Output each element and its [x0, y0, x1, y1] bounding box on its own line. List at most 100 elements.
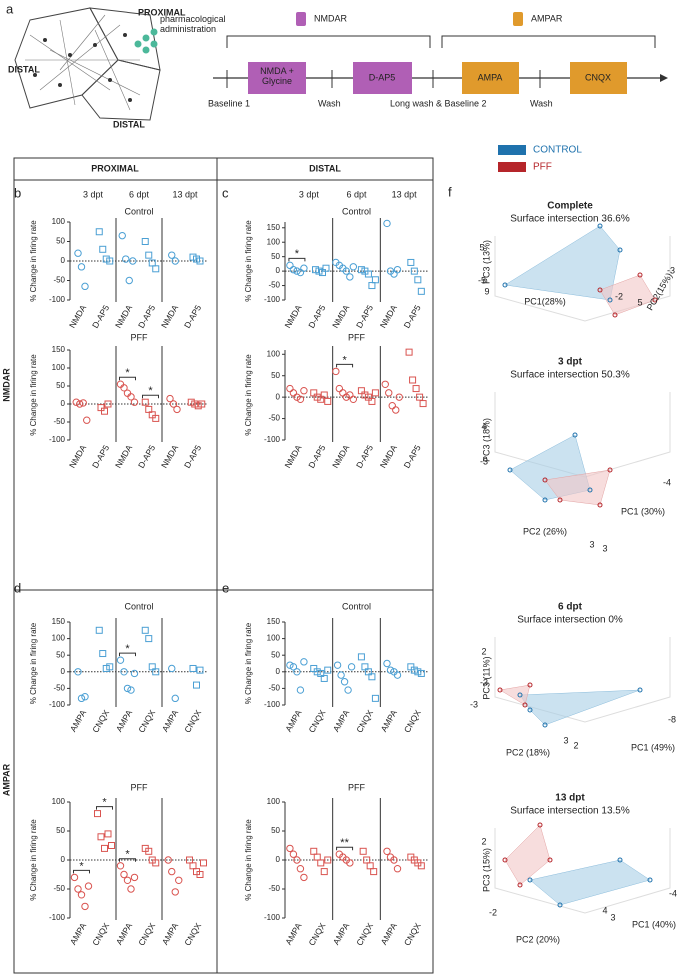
x-tick-label: NMDA: [159, 443, 180, 470]
data-point: [81, 693, 89, 701]
data-point: [317, 859, 325, 867]
data-point: [324, 397, 332, 405]
data-point: [289, 850, 298, 858]
data-point: [300, 264, 308, 272]
data-point: [72, 398, 80, 406]
x-tick-label: AMPA: [283, 708, 304, 734]
control-point: [607, 297, 613, 303]
tick-label: -4: [669, 888, 677, 898]
data-point: [410, 267, 418, 275]
data-point: [320, 674, 328, 682]
data-point: [371, 694, 379, 702]
x-tick-label: CNQX: [136, 708, 157, 735]
panel-letter: b: [14, 185, 21, 200]
y-tick-label: 0: [61, 667, 66, 676]
x-tick-label: CNQX: [90, 708, 111, 735]
drug-box: [353, 62, 412, 94]
y-tick-label: -100: [49, 913, 66, 922]
row-header: AMPAR: [1, 763, 11, 796]
y-tick-label: -50: [268, 281, 280, 290]
data-point: [347, 663, 356, 671]
phase-label: Long wash & Baseline 2: [390, 98, 487, 108]
y-tick-label: -100: [49, 295, 66, 304]
data-point: [130, 669, 139, 678]
data-point: [196, 257, 204, 265]
data-point: [104, 830, 112, 838]
data-point: [359, 847, 367, 855]
data-point: [70, 873, 79, 882]
receptor-label: NMDAR: [314, 13, 347, 23]
drug-text: NMDA + Glycine: [260, 66, 294, 86]
chart-title: PFF: [131, 782, 149, 792]
x-tick-label: NMDA: [330, 303, 351, 330]
control-point: [637, 687, 643, 693]
x-tick-label: D-AP5: [306, 303, 327, 330]
y-axis-label: % Change in firing rate: [244, 622, 253, 704]
pff-point: [597, 502, 603, 508]
panel-letter: e: [222, 580, 229, 595]
data-point: [166, 394, 174, 403]
data-point: [99, 650, 107, 658]
chart-title: Control: [124, 206, 153, 216]
region-label: DISTAL: [113, 119, 145, 129]
data-point: [393, 865, 402, 873]
y-axis-label: % Change in firing rate: [244, 354, 253, 436]
y-tick-label: -50: [268, 414, 280, 423]
data-point: [381, 380, 389, 388]
drug-label: NMDA + Glycine: [260, 66, 294, 86]
note-text: pharmacological administration: [160, 14, 226, 34]
pff-point: [517, 882, 523, 888]
x-tick-label: AMPA: [379, 921, 400, 947]
y-tick-label: -50: [53, 417, 65, 426]
ampar-icon: [513, 12, 523, 26]
axis-label: PC3 (13%): [481, 240, 491, 284]
pff-point: [547, 857, 553, 863]
x-tick-label: AMPA: [68, 708, 89, 734]
data-point: [95, 626, 103, 634]
plot-title: 13 dpt: [555, 793, 585, 804]
data-point: [332, 367, 340, 376]
data-point: [120, 384, 128, 392]
data-point: [346, 273, 354, 281]
data-point: [370, 868, 378, 876]
x-tick-label: AMPA: [283, 921, 304, 947]
timeline-arrow: [660, 74, 668, 82]
drug-box: [248, 62, 306, 94]
x-tick-label: CNQX: [182, 921, 203, 948]
data-point: [293, 668, 301, 676]
control-point: [597, 223, 603, 229]
dpt-label: 13 dpt: [392, 189, 418, 199]
tick-label: -3: [667, 265, 675, 275]
data-point: [313, 853, 321, 861]
brackets: [226, 35, 656, 48]
tick-label: 5: [637, 297, 642, 307]
data-point: [123, 876, 132, 884]
significance-label: *: [125, 849, 130, 861]
tick-label: 2: [481, 836, 486, 846]
data-point: [300, 387, 308, 395]
tick-label: 3: [563, 735, 568, 745]
data-point: [152, 265, 160, 273]
data-point: [79, 399, 87, 407]
drug-label: CNQX: [585, 72, 611, 82]
y-tick-label: 0: [276, 266, 281, 275]
chart-title: PFF: [131, 332, 149, 342]
x-tick-label: AMPA: [160, 708, 181, 734]
tick-label: 3: [589, 539, 594, 549]
x-tick-label: AMPA: [68, 921, 89, 947]
plot-subtitle: Surface intersection 50.3%: [510, 370, 630, 381]
y-tick-label: -100: [49, 700, 66, 709]
data-point: [371, 276, 379, 284]
significance-bracket: [142, 394, 159, 399]
x-tick-label: NMDA: [113, 443, 134, 470]
data-point: [130, 398, 139, 406]
data-point: [286, 261, 294, 270]
dpt-label: 6 dpt: [129, 189, 150, 199]
data-point: [293, 856, 301, 864]
data-point: [296, 686, 305, 694]
data-point: [74, 668, 82, 676]
data-point: [368, 673, 376, 681]
data-point: [81, 902, 89, 911]
data-point: [368, 397, 376, 405]
data-point: [340, 678, 349, 686]
